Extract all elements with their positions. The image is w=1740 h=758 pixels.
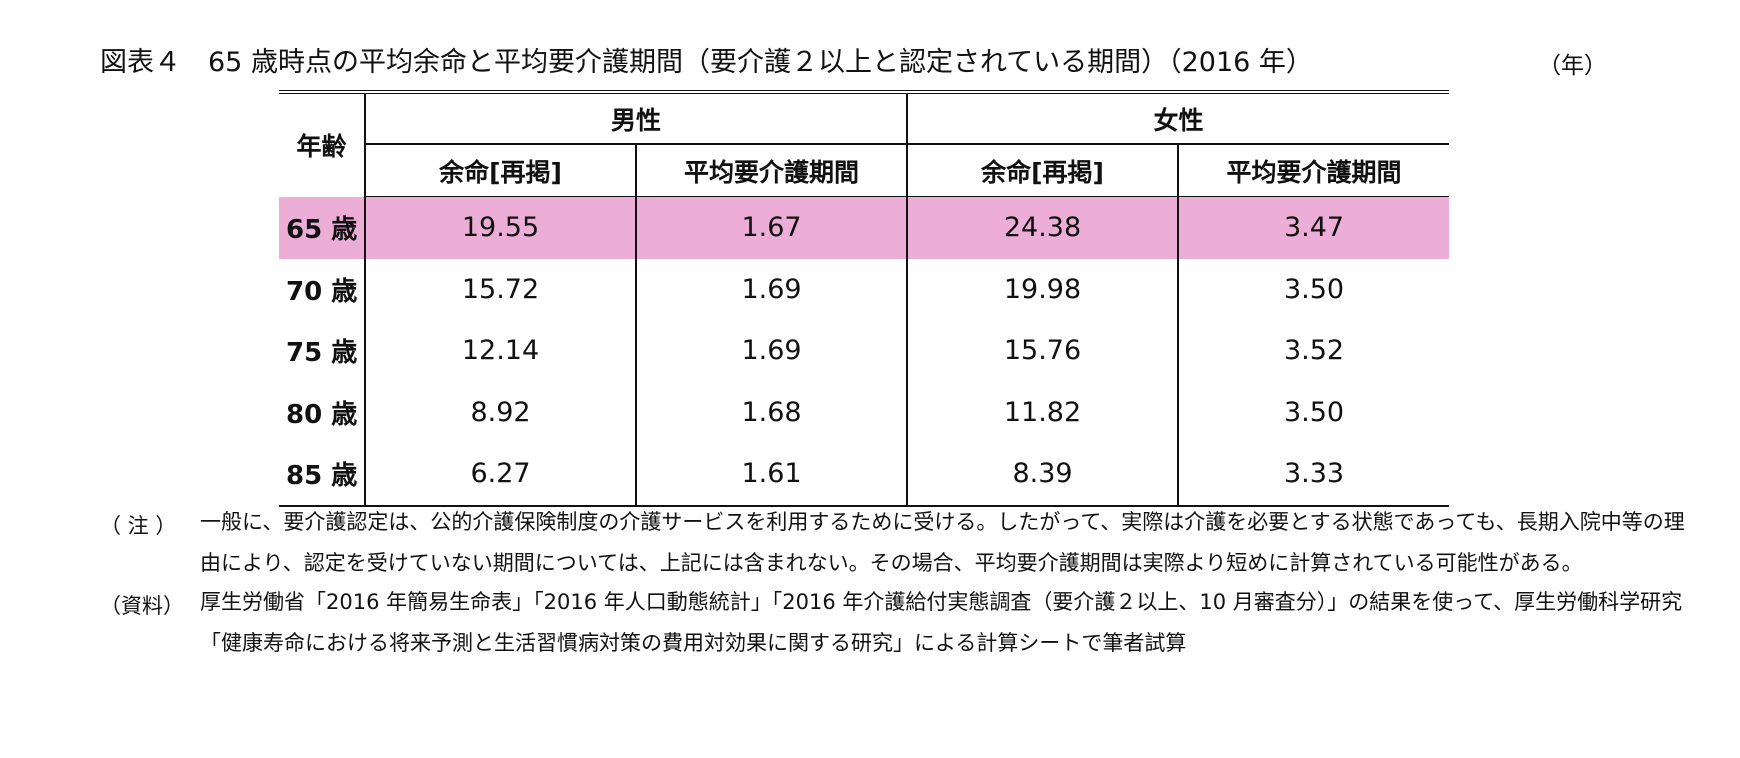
table-row: 75 歳 12.14 1.69 15.76 3.52: [279, 320, 1450, 382]
value-cell: 6.27: [364, 443, 636, 506]
group-header-female: 女性: [907, 92, 1450, 145]
value-cell: 1.67: [634, 196, 908, 259]
value-cell: 3.50: [1177, 381, 1450, 443]
value-cell: 8.92: [364, 381, 636, 443]
figure-title: 図表４ 65 歳時点の平均余命と平均要介護期間（要介護２以上と認定されている期間…: [100, 47, 1313, 78]
value-cell: 11.82: [906, 381, 1179, 443]
group-header-male: 男性: [363, 92, 909, 145]
value-cell: 15.76: [906, 320, 1179, 382]
value-cell: 24.38: [906, 196, 1179, 259]
female-care-period-header: 平均要介護期間: [1177, 144, 1450, 197]
value-cell: 12.14: [364, 320, 636, 382]
table-header-row: 年齢 男性 女性: [279, 92, 1450, 161]
value-cell: 3.47: [1177, 196, 1450, 259]
value-cell: 1.68: [634, 381, 908, 443]
table-row: 65 歳 19.55 1.67 24.38 3.47: [279, 196, 1450, 259]
note-item: （ 注 ） 一般に、要介護認定は、公的介護保険制度の介護サービスを利用するために…: [100, 510, 1700, 584]
footnotes: （ 注 ） 一般に、要介護認定は、公的介護保険制度の介護サービスを利用するために…: [100, 510, 1700, 670]
table-subheader-row: 余命[再掲] 平均要介護期間 余命[再掲] 平均要介護期間: [279, 144, 1450, 197]
value-cell: 19.55: [364, 196, 636, 259]
value-cell: 8.39: [906, 443, 1179, 506]
note-label: （ 注 ）: [100, 514, 177, 538]
age-cell: 65 歳: [279, 196, 365, 259]
age-cell: 85 歳: [286, 461, 358, 492]
male-life-expectancy-header: 余命[再掲]: [364, 144, 636, 197]
female-life-expectancy-header: 余命[再掲]: [906, 144, 1179, 197]
unit-label: （年）: [1538, 53, 1607, 79]
source-text: 厚生労働省「2016 年簡易生命表」「2016 年人口動態統計」「2016 年介…: [200, 590, 1683, 655]
value-cell: 1.61: [634, 443, 908, 506]
value-cell: 19.98: [906, 258, 1179, 320]
source-item: （資料） 厚生労働省「2016 年簡易生命表」「2016 年人口動態統計」「20…: [100, 590, 1700, 664]
table-row: 80 歳 8.92 1.68 11.82 3.50: [279, 381, 1450, 443]
note-text: 一般に、要介護認定は、公的介護保険制度の介護サービスを利用するために受ける。した…: [200, 510, 1685, 575]
table-row: 85 歳 6.27 1.61 8.39 3.33: [279, 443, 1450, 506]
table-row: 70 歳 15.72 1.69 19.98 3.50: [279, 258, 1450, 320]
life-expectancy-table: 年齢 男性 女性 余命[再掲] 平均要介護期間 余命[再掲] 平均要介護期間 6…: [279, 90, 1450, 507]
age-column-header: 年齢: [296, 132, 347, 162]
value-cell: 1.69: [634, 258, 908, 320]
value-cell: 15.72: [364, 258, 636, 320]
age-cell: 75 歳: [286, 338, 358, 369]
value-cell: 3.50: [1177, 258, 1450, 320]
source-label: （資料）: [100, 594, 184, 618]
value-cell: 3.33: [1177, 443, 1450, 506]
male-care-period-header: 平均要介護期間: [634, 144, 908, 197]
value-cell: 1.69: [634, 320, 908, 382]
age-cell: 80 歳: [286, 399, 358, 430]
value-cell: 3.52: [1177, 320, 1450, 382]
age-cell: 70 歳: [286, 276, 358, 307]
